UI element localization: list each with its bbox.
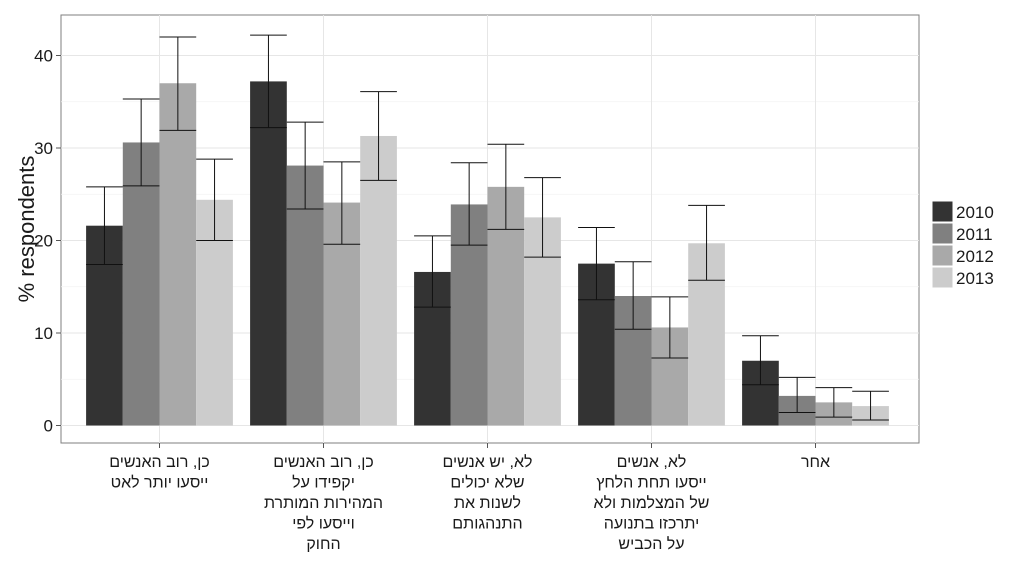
x-tick-label-line: המהירות המותרת [264,495,383,512]
error-bar-2010-cat-2 [250,34,287,129]
error-bar-2011-cat-5 [778,376,816,414]
x-tick-label-line: לשנות את [454,494,521,512]
x-tick-label-line: יתרכזו בתנועה [604,516,700,533]
x-tick-label-cat-5: אחר [801,454,830,471]
error-bar-2013-cat-2 [360,91,397,181]
error-bars [86,34,889,421]
error-bar-2011-cat-1 [122,98,160,187]
legend-item-2011: 2011 [931,222,993,245]
x-tick-label-line: ייסעו יותר לאט [111,474,209,492]
legend-label: 2013 [956,269,994,288]
x-tick-label-cat-1: כן, רוב האנשים ייסעו יותר לאט [109,454,210,492]
x-tick-label-line: החוק [306,536,340,553]
error-bar-2013-cat-1 [196,158,233,241]
bars [86,81,889,426]
legend-swatch [931,266,954,289]
x-tick-label-line: של המצלמות ולא [594,494,710,512]
error-bar-2012-cat-2 [323,161,361,245]
y-tick-label: 10 [34,324,53,343]
error-bar-2013-cat-5 [852,390,889,421]
legend: 2010 2011 2012 2013 [931,200,994,289]
x-tick-label-line: לא, אנשים [617,453,687,471]
x-tick-label-line: לא, יש אנשים [442,453,532,471]
error-bar-2013-cat-3 [524,177,561,258]
y-axis: 0 10 20 30 40 [34,47,61,436]
legend-swatch [931,222,954,245]
x-tick-label-line: כן, רוב האנשים [109,454,210,471]
error-bar-2012-cat-4 [651,296,689,359]
x-tick-label-cat-4: לא, אנשים ייסעו תחת הלחץ של המצלמות ולא יתר… [594,453,710,553]
y-tick-label: 30 [34,139,53,158]
error-bar-2011-cat-4 [614,261,652,330]
y-axis-title: % respondents [14,156,39,303]
x-tick-label-line: אחר [801,454,830,471]
x-tick-label-line: ייסעו תחת הלחץ [596,474,706,492]
x-tick-label-line: שלא יכולים [450,474,524,492]
y-tick-label: 20 [34,232,53,251]
error-bar-2010-cat-5 [742,335,779,386]
x-tick-label-line: כן, רוב האנשים [273,454,374,471]
legend-label: 2011 [956,225,993,244]
y-tick-label: 40 [34,47,53,66]
bar-2010-cat-2 [250,81,287,426]
legend-swatch [931,200,954,223]
bar-2012-cat-1 [159,83,197,426]
x-tick-label-cat-2: כן, רוב האנשים יקפידו על המהירות המותרת ויי… [264,454,383,553]
y-tick-label: 0 [44,417,53,436]
error-bar-2010-cat-1 [86,186,123,266]
x-tick-label-line: התנהגותם [452,516,522,533]
error-bar-2013-cat-4 [688,204,725,281]
error-bar-2012-cat-5 [815,387,853,418]
bar-2013-cat-2 [360,135,397,426]
legend-item-2012: 2012 [931,244,994,267]
bar-2011-cat-1 [122,142,160,426]
error-bar-2012-cat-1 [159,36,197,131]
x-tick-label-cat-3: לא, יש אנשים שלא יכולים לשנות את התנהגותם [442,453,532,533]
legend-label: 2012 [956,247,994,266]
error-bar-2010-cat-4 [578,227,615,301]
error-bar-2011-cat-3 [450,162,488,246]
error-bar-2012-cat-3 [487,143,525,230]
x-tick-label-line: וייסעו לפי [292,515,355,533]
error-bar-2011-cat-2 [286,121,324,210]
legend-item-2010: 2010 [931,200,994,223]
legend-item-2013: 2013 [931,266,994,289]
error-bar-2010-cat-3 [414,235,451,308]
legend-label: 2010 [956,203,994,222]
x-tick-label-line: יקפידו על [292,474,355,492]
x-tick-label-line: על הכביש [618,535,684,553]
legend-swatch [931,244,954,267]
